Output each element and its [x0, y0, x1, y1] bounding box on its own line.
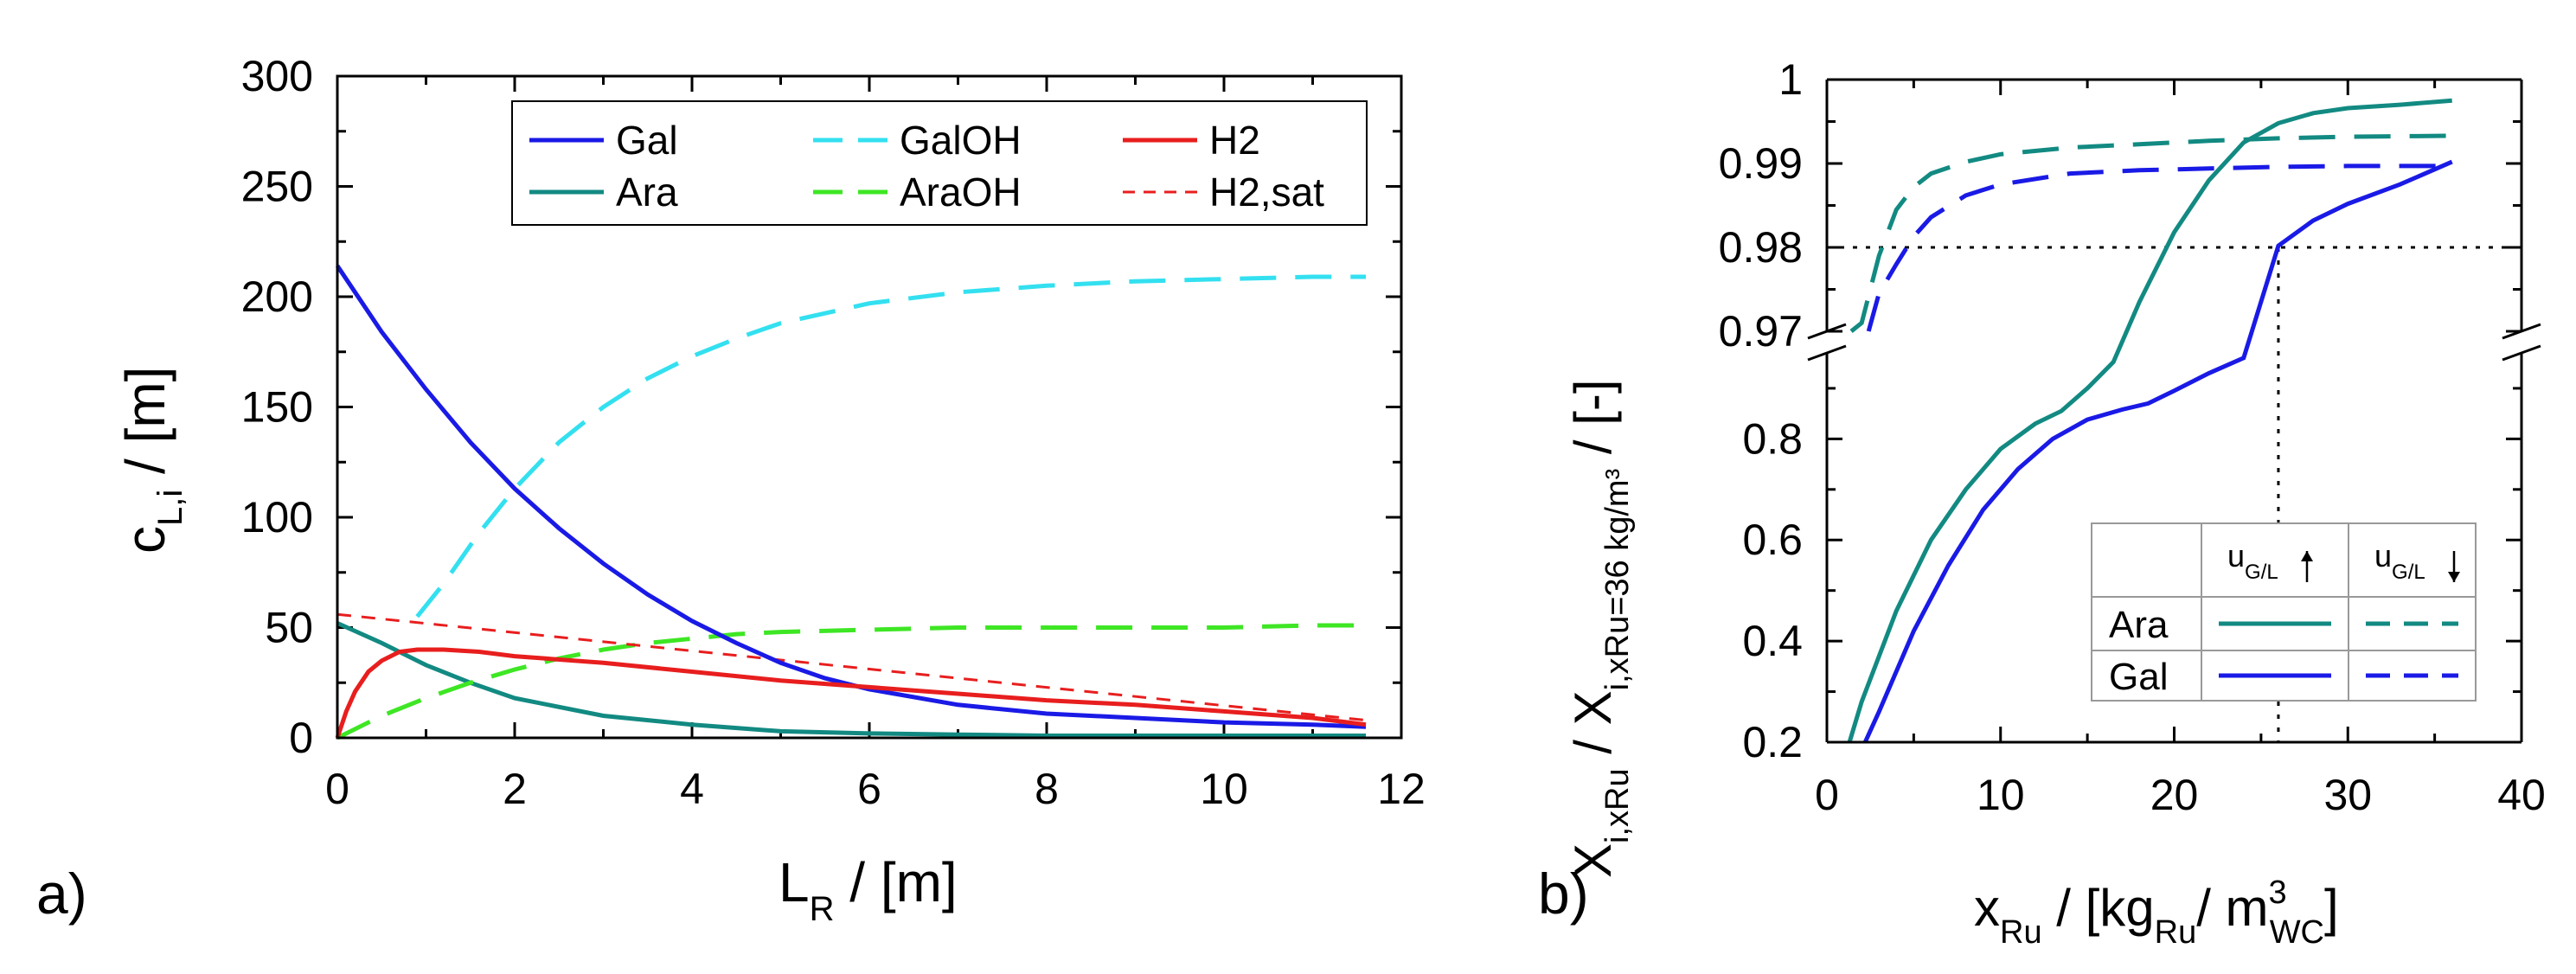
panel-b-legend-table: uG/L uG/L Ara Gal — [2091, 522, 2477, 702]
panel-b-plot-frame — [1807, 78, 2541, 744]
panel-b-xlabel: xRu / [kgRu/ m3 WC] — [1974, 875, 2339, 951]
y-tick-label: 300 — [241, 52, 313, 100]
panel-a-axes: 0 2 4 6 8 10 12 0 50 100 150 200 250 300 — [241, 52, 1426, 813]
y-tick-label: 1 — [1778, 55, 1803, 104]
x-tick-label: 4 — [680, 765, 704, 813]
axis-break-mark — [2502, 344, 2541, 362]
axis-break-mark — [1807, 323, 1847, 340]
series-line-araoh — [336, 623, 1366, 740]
y-tick-label: 0.6 — [1742, 516, 1803, 564]
y-tick-label: 250 — [241, 163, 313, 211]
panel-b-reference-lines — [1827, 246, 2522, 742]
panel-b-tag: b) — [1538, 862, 1589, 926]
series-line-ara-u-g-l-down — [1849, 133, 2452, 333]
axis-break-mark — [2502, 323, 2541, 340]
x-tick-label: 8 — [1035, 765, 1059, 813]
legend-label: GalOH — [900, 118, 1022, 163]
panel-b-series — [1847, 98, 2453, 744]
y-tick-label: 200 — [241, 272, 313, 321]
legend-table-frame — [2091, 522, 2477, 702]
panel-a-tag: a) — [36, 862, 87, 926]
y-tick-label: 0.8 — [1742, 414, 1803, 463]
legend-label: H2,sat — [1209, 170, 1324, 215]
y-tick-label: 100 — [241, 493, 313, 541]
y-tick-label: 50 — [265, 604, 313, 652]
x-tick-label: 40 — [2497, 771, 2546, 819]
legend-label: Ara — [616, 170, 678, 215]
panel-a-plot-frame — [336, 74, 1403, 740]
x-tick-label: 6 — [857, 765, 881, 813]
panel-a-series — [335, 264, 1367, 740]
legend-label: Gal — [616, 118, 678, 163]
series-line-ara — [336, 621, 1366, 738]
y-tick-label: 0.99 — [1719, 139, 1803, 188]
legend-table-header: uG/L — [2374, 538, 2425, 584]
series-line-gal — [335, 264, 1367, 729]
legend-label: AraOH — [900, 170, 1022, 215]
y-tick-label: 0.4 — [1742, 617, 1803, 665]
legend-box — [511, 100, 1368, 226]
x-tick-label: 30 — [2323, 771, 2372, 819]
series-line-galoh — [415, 274, 1366, 618]
series-line-ara-u-g-l-up — [1847, 98, 2452, 743]
legend-table-row-label: Ara — [2109, 604, 2169, 646]
x-tick-label: 12 — [1377, 765, 1426, 813]
series-line-gal-u-g-l-down — [1866, 163, 2452, 332]
panel-a-legend: Gal GalOH H2 Ara AraOH H2,sat — [511, 100, 1368, 226]
panel-a-chart: 0 2 4 6 8 10 12 0 50 100 150 200 250 300 Gal GalOH H2 Ar… — [36, 52, 1426, 928]
y-tick-label: 0.98 — [1719, 223, 1803, 272]
x-tick-label: 10 — [1977, 771, 2025, 819]
panel-a-ylabel: cL,i / [m] — [114, 367, 189, 554]
panel-b-ylabel: Xi,xRu / Xi,xRu=36 kg/m³ / [-] — [1564, 379, 1636, 878]
legend-label: H2 — [1209, 118, 1260, 163]
x-tick-label: 0 — [325, 765, 349, 813]
axis-break-mark — [1807, 344, 1847, 362]
x-tick-label: 0 — [1815, 771, 1839, 819]
y-tick-label: 0.2 — [1742, 718, 1803, 766]
legend-table-row-label: Gal — [2109, 656, 2168, 698]
y-tick-label: 0 — [289, 714, 313, 762]
arrow-down-icon — [2448, 572, 2460, 582]
series-line-gal-u-g-l-up — [1862, 159, 2453, 744]
x-tick-label: 10 — [1200, 765, 1248, 813]
x-tick-label: 2 — [503, 765, 527, 813]
arrow-up-icon — [2301, 551, 2313, 561]
panel-a-xlabel: LR / [m] — [779, 851, 958, 928]
x-tick-label: 20 — [2150, 771, 2199, 819]
series-line-h2 — [335, 647, 1367, 739]
y-tick-label: 0.97 — [1719, 307, 1803, 356]
series-line-h2sat — [336, 612, 1367, 722]
y-tick-label: 150 — [241, 383, 313, 432]
legend-table-header: uG/L — [2227, 538, 2278, 584]
panel-b-axes: 0 10 20 30 40 0.97 0.98 0.99 1 0.2 0.4 0.6 0.8 — [1719, 55, 2546, 819]
